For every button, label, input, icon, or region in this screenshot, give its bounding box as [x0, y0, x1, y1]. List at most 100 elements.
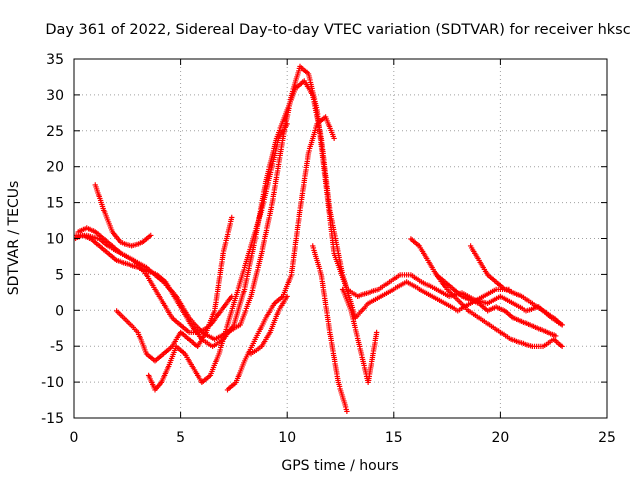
data-point: + [552, 315, 558, 326]
data-point: + [86, 231, 92, 242]
data-point: + [310, 134, 316, 145]
data-point: + [195, 323, 201, 334]
data-point: + [298, 197, 304, 208]
data-point: + [226, 295, 232, 306]
data-point: + [154, 288, 160, 299]
data-point: + [255, 344, 261, 355]
data-point: + [317, 133, 323, 144]
data-point: + [361, 303, 367, 314]
data-point: + [324, 192, 330, 203]
data-point: + [275, 308, 281, 319]
data-point: + [446, 291, 452, 302]
data-point: + [115, 246, 121, 257]
data-point: + [480, 291, 486, 302]
data-point: + [262, 183, 268, 194]
data-point: + [98, 242, 104, 253]
data-point: + [321, 155, 327, 166]
data-point: + [558, 341, 564, 352]
data-point: + [258, 202, 264, 213]
data-point: + [280, 134, 286, 145]
data-point: + [129, 321, 135, 332]
data-point: + [226, 225, 232, 236]
data-point: + [301, 180, 307, 191]
data-point: + [160, 277, 166, 288]
data-point: + [320, 114, 326, 125]
data-point: + [84, 223, 90, 234]
data-point: + [495, 278, 501, 289]
data-point: + [163, 277, 169, 288]
data-point: + [230, 322, 236, 333]
data-point: + [147, 374, 153, 385]
data-point: + [99, 244, 105, 255]
data-point: + [215, 311, 221, 322]
data-point: + [222, 301, 228, 312]
data-point: + [285, 280, 291, 291]
data-point: + [310, 131, 316, 142]
data-point: + [265, 178, 271, 189]
data-point: + [259, 246, 265, 257]
data-point: + [138, 260, 144, 271]
data-point: + [545, 310, 551, 321]
data-point: + [255, 329, 261, 340]
data-point: + [169, 352, 175, 363]
data-point: + [493, 277, 499, 288]
data-point: + [269, 161, 275, 172]
data-point: + [453, 289, 459, 300]
data-point: + [520, 339, 526, 350]
data-point: + [149, 268, 155, 279]
data-point: + [326, 205, 332, 216]
data-point: + [532, 303, 538, 314]
data-point: + [230, 380, 236, 391]
data-point: + [220, 335, 226, 346]
data-point: + [520, 293, 526, 304]
data-point: + [357, 344, 363, 355]
data-point: + [366, 373, 372, 384]
data-point: + [338, 268, 344, 279]
data-point: + [297, 80, 303, 91]
data-point: + [334, 240, 340, 251]
data-point: + [407, 279, 413, 290]
data-point: + [233, 314, 239, 325]
data-point: + [514, 314, 520, 325]
data-point: + [459, 300, 465, 311]
data-point: + [307, 144, 313, 155]
data-point: + [270, 194, 276, 205]
data-point: + [192, 367, 198, 378]
data-point: + [301, 178, 307, 189]
data-point: + [324, 179, 330, 190]
data-point: + [510, 299, 516, 310]
data-point: + [261, 317, 267, 328]
data-point: + [238, 273, 244, 284]
data-point: + [351, 307, 357, 318]
data-point: + [365, 288, 371, 299]
data-point: + [466, 292, 472, 303]
data-point: + [386, 277, 392, 288]
data-point: + [261, 338, 267, 349]
y-tick-label: 15 [46, 196, 64, 212]
data-point: + [236, 304, 242, 315]
data-point: + [455, 306, 461, 317]
data-point: + [373, 329, 379, 340]
data-point: + [330, 348, 336, 359]
data-point: + [240, 360, 246, 371]
data-point: + [76, 232, 82, 243]
data-point: + [230, 302, 236, 313]
data-point: + [457, 288, 463, 299]
data-point: + [254, 220, 260, 231]
data-point: + [549, 336, 555, 347]
data-point: + [343, 282, 349, 293]
data-point: + [281, 113, 287, 124]
data-point: + [490, 323, 496, 334]
data-point: + [265, 180, 271, 191]
data-point: + [267, 209, 273, 220]
data-point: + [248, 255, 254, 266]
data-point: + [324, 308, 330, 319]
data-point: + [461, 289, 467, 300]
data-point: + [259, 248, 265, 259]
data-point: + [300, 186, 306, 197]
data-point: + [245, 250, 251, 261]
data-point: + [202, 324, 208, 335]
data-point: + [490, 304, 496, 315]
data-point: + [334, 371, 340, 382]
data-point: + [226, 223, 232, 234]
